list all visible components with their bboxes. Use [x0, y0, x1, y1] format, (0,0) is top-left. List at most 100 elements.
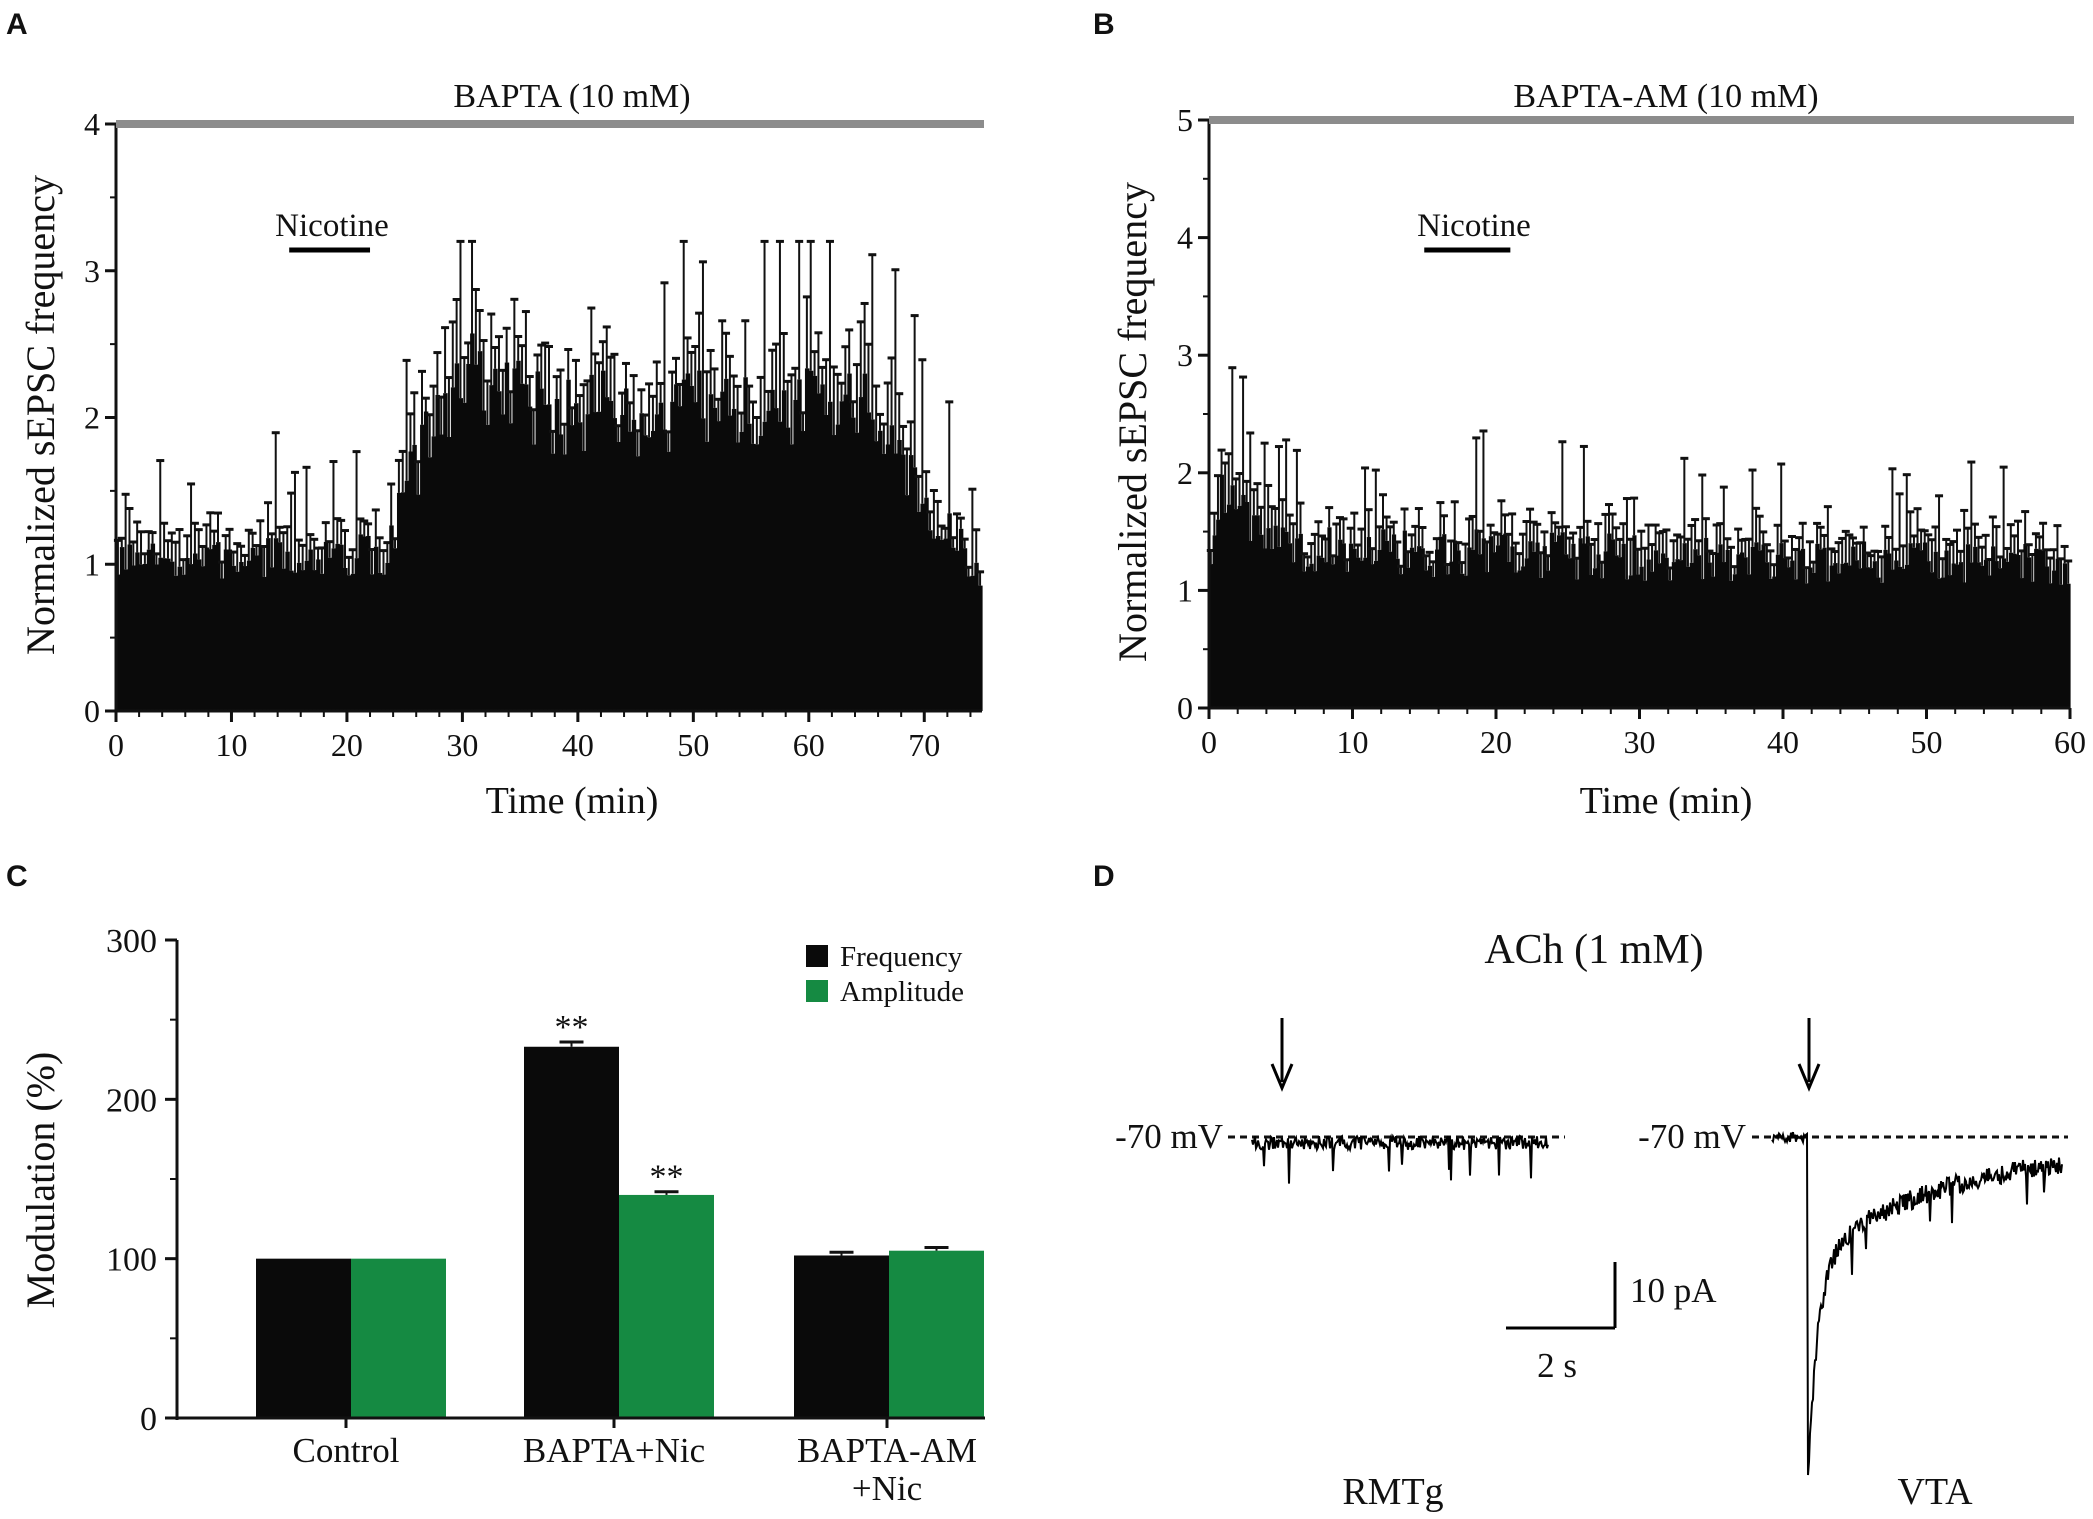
histogram-bar: [801, 431, 806, 711]
histogram-bar: [651, 430, 656, 711]
histogram-bar: [1442, 534, 1447, 708]
histogram-bar: [1219, 474, 1224, 708]
histogram-bar: [854, 432, 860, 711]
histogram-bar: [1840, 563, 1845, 708]
histogram-bar: [2044, 566, 2050, 708]
x-tick-label: 10: [1337, 724, 1369, 760]
histogram-bar: [1632, 535, 1637, 708]
histogram-bar: [350, 573, 356, 711]
histogram-bar: [920, 503, 925, 711]
histogram-bar: [1678, 560, 1684, 708]
histogram-bar: [885, 444, 891, 711]
histogram-bar: [443, 393, 448, 711]
histogram-bar: [797, 379, 802, 711]
histogram-bar: [485, 424, 490, 711]
histogram-bar: [447, 437, 452, 711]
histogram-bar: [1804, 583, 1809, 708]
histogram-bar: [758, 435, 764, 711]
histogram-bar: [1237, 505, 1242, 708]
histogram-bar: [1714, 552, 1720, 708]
histogram-bar: [747, 423, 752, 711]
histogram-bar: [166, 558, 171, 711]
y-tick-label: 300: [106, 923, 157, 960]
x-tick-label: 0: [1201, 724, 1217, 760]
histogram-bar: [778, 421, 783, 711]
panel-b-condition-label: BAPTA-AM (10 mM): [1513, 78, 1818, 115]
histogram-bar: [343, 567, 348, 711]
histogram-bar: [1790, 560, 1795, 708]
histogram-bar: [181, 574, 186, 711]
legend-swatch-amplitude: [806, 980, 828, 1002]
histogram-bar: [2059, 584, 2064, 708]
histogram-bar: [1244, 502, 1250, 708]
histogram-bar: [554, 398, 560, 711]
histogram-bar: [820, 384, 825, 711]
histogram-bar: [1865, 567, 1870, 708]
histogram-bar: [1653, 550, 1659, 708]
histogram-bar: [862, 373, 868, 711]
histogram-bar: [1994, 561, 1999, 708]
panel-d-title: ACh (1 mM): [1484, 927, 1703, 973]
histogram-bar: [1671, 562, 1676, 708]
histogram-bar: [204, 547, 209, 711]
histogram-bar: [1521, 566, 1526, 708]
histogram-bar: [781, 390, 787, 711]
histogram-bar: [439, 434, 444, 711]
histogram-bar: [1216, 519, 1221, 708]
histogram-bar: [470, 333, 475, 711]
histogram-bar: [1305, 566, 1311, 708]
histogram-bar: [1765, 562, 1770, 708]
histogram-bar: [277, 542, 283, 711]
histogram-bar: [597, 411, 602, 711]
histogram-bar: [731, 408, 737, 711]
histogram-bar: [2062, 563, 2068, 708]
histogram-bar: [939, 539, 945, 711]
histogram-bar: [1302, 571, 1307, 708]
histogram-bar: [1747, 574, 1752, 708]
x-tick-label: 40: [1767, 724, 1799, 760]
histogram-bar: [219, 578, 225, 711]
y-tick-label: 100: [106, 1242, 157, 1279]
histogram-bar: [851, 417, 856, 711]
histogram-bar: [2034, 548, 2039, 708]
histogram-bar: [1930, 572, 1935, 708]
histogram-bar: [250, 547, 256, 711]
histogram-bar: [370, 574, 375, 711]
histogram-bar: [1341, 543, 1346, 708]
histogram-bar: [1908, 543, 1913, 708]
histogram-bar: [1675, 559, 1680, 708]
histogram-bar: [951, 547, 956, 711]
histogram-bar: [1872, 561, 1877, 708]
histogram-bar: [581, 450, 587, 711]
histogram-bar: [1768, 578, 1773, 708]
amplitude-bar: [889, 1250, 984, 1418]
histogram-bar: [1277, 546, 1282, 708]
x-tick-label: 0: [108, 727, 124, 763]
histogram-bar: [1743, 557, 1748, 708]
histogram-bar: [1262, 548, 1267, 708]
histogram-bar: [273, 538, 279, 711]
histogram-bar: [1696, 555, 1702, 708]
histogram-bar: [1955, 564, 1960, 708]
histogram-bar: [404, 480, 410, 711]
histogram-bar: [1861, 541, 1867, 708]
histogram-bar: [2048, 583, 2053, 708]
histogram-bar: [1481, 538, 1486, 708]
histogram-bar: [1600, 578, 1605, 708]
histogram-bar: [1912, 547, 1917, 708]
histogram-bar: [585, 414, 591, 711]
histogram-bar: [1298, 533, 1303, 708]
histogram-bar: [539, 388, 544, 711]
histogram-bar: [408, 451, 413, 711]
histogram-bar: [1883, 549, 1888, 708]
histogram-bar: [727, 415, 733, 711]
histogram-bar: [627, 431, 633, 711]
histogram-bar: [227, 549, 233, 711]
histogram-bar: [1528, 541, 1533, 708]
histogram-bar: [1635, 574, 1641, 708]
histogram-bar: [1320, 557, 1325, 708]
histogram-bar: [139, 564, 144, 711]
histogram-bar: [289, 570, 294, 711]
histogram-bar: [169, 561, 175, 711]
histogram-bar: [373, 546, 379, 711]
